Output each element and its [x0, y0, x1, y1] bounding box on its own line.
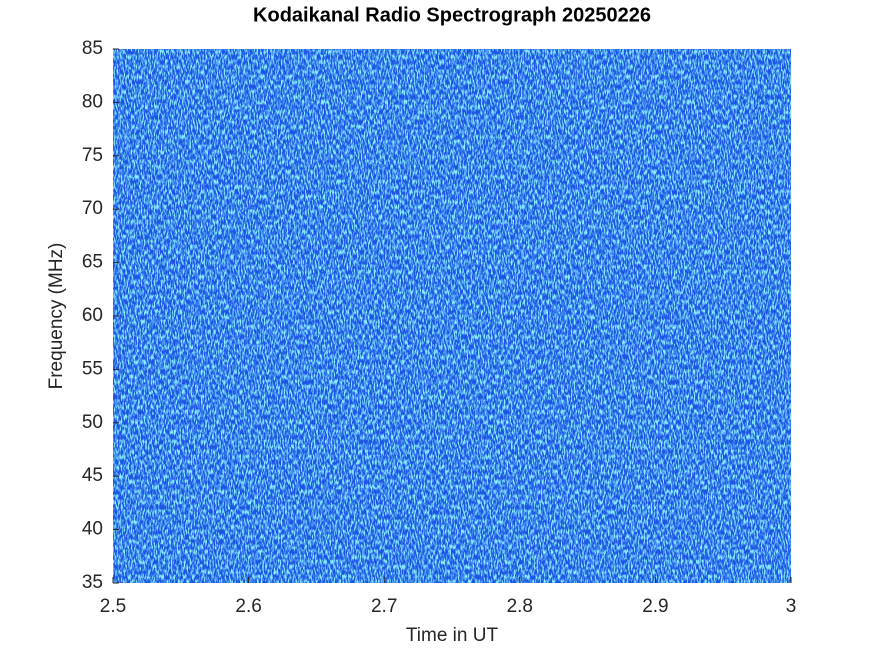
y-tick-label: 75 [82, 145, 103, 166]
y-tick-label: 80 [82, 91, 103, 112]
y-tick-label: 35 [82, 572, 103, 593]
x-tick-label: 2.9 [642, 596, 668, 617]
chart-title: Kodaikanal Radio Spectrograph 20250226 [253, 4, 651, 26]
y-tick-label: 55 [82, 358, 103, 379]
y-tick-label: 40 [82, 519, 103, 540]
y-tick-label: 65 [82, 252, 103, 273]
y-tick-label: 70 [82, 198, 103, 219]
x-tick-label: 3 [786, 596, 797, 617]
y-tick-label: 45 [82, 465, 103, 486]
y-tick-label: 85 [82, 38, 103, 59]
x-tick-label: 2.8 [507, 596, 533, 617]
plot-texture [113, 49, 791, 583]
x-tick-label: 2.6 [235, 596, 261, 617]
x-tick-label: 2.5 [100, 596, 126, 617]
y-tick-label: 60 [82, 305, 103, 326]
y-axis-label: Frequency (MHz) [46, 243, 67, 390]
x-axis-label: Time in UT [406, 625, 499, 646]
x-tick-label: 2.7 [371, 596, 397, 617]
y-tick-label: 50 [82, 412, 103, 433]
